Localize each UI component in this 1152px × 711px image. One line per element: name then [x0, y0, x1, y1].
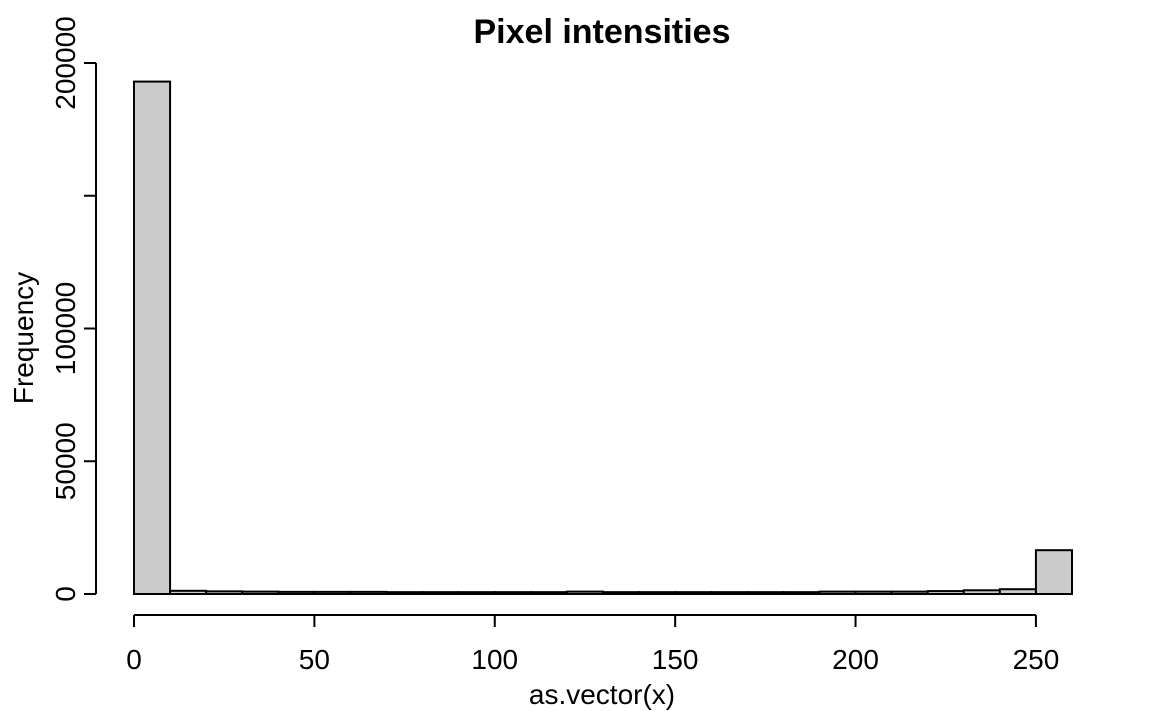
histogram-bar: [169, 589, 208, 596]
x-axis: 0 50 100 150 200 250: [126, 614, 1060, 675]
y-tick-label: 50000: [50, 422, 81, 500]
x-tick-label: 0: [126, 644, 142, 675]
histogram-bar: [457, 591, 496, 595]
y-axis: 0 50000 100000 200000: [50, 16, 97, 602]
histogram-bar: [205, 590, 244, 595]
histogram-bar: [710, 591, 749, 595]
histogram-bar: [782, 591, 821, 595]
bars-group: [133, 80, 1074, 596]
chart-title: Pixel intensities: [474, 13, 731, 51]
histogram-bar: [277, 590, 316, 595]
histogram-bar: [529, 591, 568, 595]
x-tick-label: 100: [471, 644, 518, 675]
x-tick-label: 150: [652, 644, 699, 675]
histogram-bar: [493, 591, 532, 595]
histogram-bar: [854, 590, 893, 595]
x-tick-label: 250: [1013, 644, 1060, 675]
histogram-bar: [602, 591, 641, 595]
histogram-bar: [962, 589, 1001, 596]
histogram-bar: [313, 590, 352, 595]
histogram-bar: [674, 591, 713, 595]
y-tick-label: 200000: [50, 16, 81, 109]
histogram-bar: [926, 590, 965, 596]
histogram-bar: [421, 591, 460, 595]
histogram-bar: [385, 591, 424, 595]
histogram-bar: [133, 80, 172, 595]
histogram-bar: [998, 588, 1037, 596]
y-tick-label: 0: [50, 586, 81, 602]
histogram-bar: [746, 591, 785, 595]
x-tick-label: 200: [832, 644, 879, 675]
x-tick-label: 50: [299, 644, 330, 675]
histogram-bar: [638, 591, 677, 595]
histogram-bar: [890, 590, 929, 595]
histogram-bar: [349, 590, 388, 595]
histogram-bar: [1034, 549, 1074, 596]
x-axis-label: as.vector(x): [529, 679, 675, 710]
y-tick-label: 100000: [50, 282, 81, 375]
y-axis-label: Frequency: [8, 272, 39, 404]
histogram-bar: [565, 590, 605, 595]
histogram-bar: [818, 590, 857, 595]
histogram-bar: [241, 590, 280, 595]
